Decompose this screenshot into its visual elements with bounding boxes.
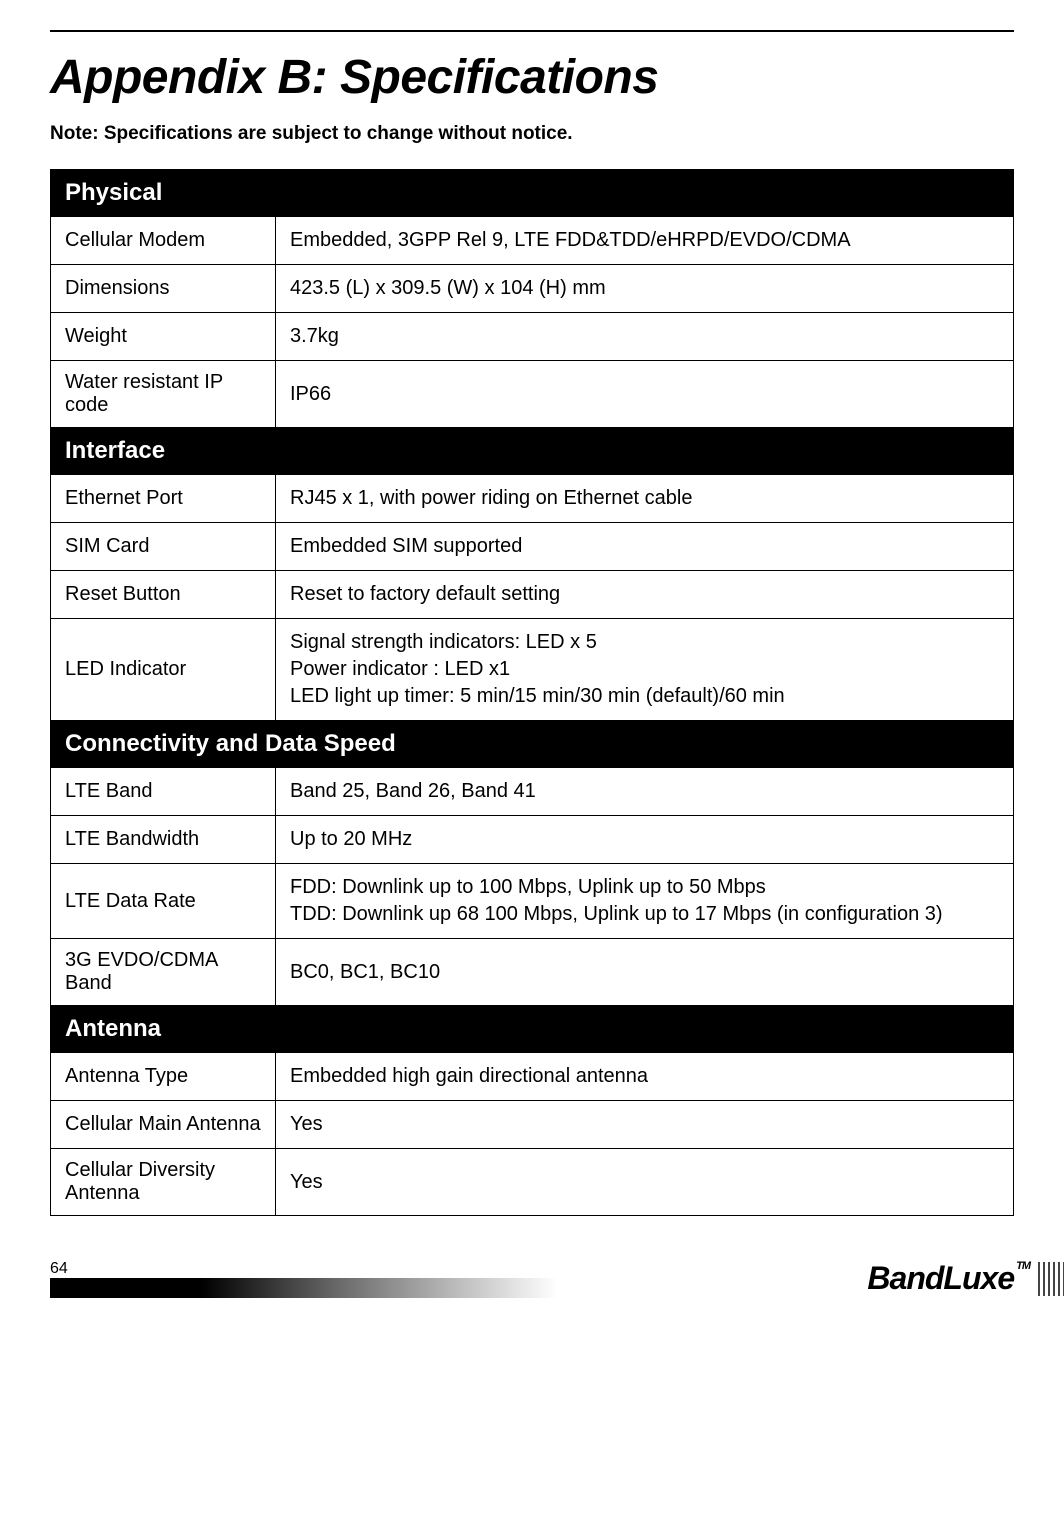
row-value: Reset to factory default setting — [276, 571, 1014, 619]
row-label: Cellular Modem — [51, 217, 276, 265]
table-row: LTE Bandwidth Up to 20 MHz — [51, 816, 1014, 864]
row-value: 3.7kg — [276, 313, 1014, 361]
table-row: LTE Band Band 25, Band 26, Band 41 — [51, 768, 1014, 816]
table-row: SIM Card Embedded SIM supported — [51, 523, 1014, 571]
table-row: Water resistant IP code IP66 — [51, 361, 1014, 428]
row-value: 423.5 (L) x 309.5 (W) x 104 (H) mm — [276, 265, 1014, 313]
note-text: Note: Specifications are subject to chan… — [50, 123, 1014, 145]
brand-text: BandLuxe — [867, 1260, 1014, 1296]
row-label: 3G EVDO/CDMA Band — [51, 939, 276, 1006]
row-label: Antenna Type — [51, 1053, 276, 1101]
section-header-interface: Interface — [51, 428, 1014, 475]
table-row: Weight 3.7kg — [51, 313, 1014, 361]
row-label: Water resistant IP code — [51, 361, 276, 428]
row-value: Band 25, Band 26, Band 41 — [276, 768, 1014, 816]
section-header-connectivity: Connectivity and Data Speed — [51, 721, 1014, 768]
page-title: Appendix B: Specifications — [50, 50, 1014, 105]
spec-table: Physical Cellular Modem Embedded, 3GPP R… — [50, 169, 1014, 1216]
row-value: Signal strength indicators: LED x 5Power… — [276, 619, 1014, 721]
row-value: Yes — [276, 1149, 1014, 1216]
row-value: IP66 — [276, 361, 1014, 428]
brand-block: BandLuxeTM — [847, 1260, 1064, 1297]
row-label: LTE Bandwidth — [51, 816, 276, 864]
row-label: Ethernet Port — [51, 475, 276, 523]
footer: 64 BandLuxeTM — [50, 1260, 1014, 1310]
row-label: Dimensions — [51, 265, 276, 313]
table-row: Antenna Type Embedded high gain directio… — [51, 1053, 1014, 1101]
row-value: RJ45 x 1, with power riding on Ethernet … — [276, 475, 1014, 523]
table-row: Reset Button Reset to factory default se… — [51, 571, 1014, 619]
section-header-physical: Physical — [51, 170, 1014, 217]
table-row: Cellular Diversity Antenna Yes — [51, 1149, 1014, 1216]
row-label: SIM Card — [51, 523, 276, 571]
row-value: BC0, BC1, BC10 — [276, 939, 1014, 1006]
row-label: LTE Data Rate — [51, 864, 276, 939]
table-row: Dimensions 423.5 (L) x 309.5 (W) x 104 (… — [51, 265, 1014, 313]
brand-logo: BandLuxeTM — [867, 1260, 1030, 1297]
row-label: LTE Band — [51, 768, 276, 816]
row-value: Embedded SIM supported — [276, 523, 1014, 571]
row-value: Up to 20 MHz — [276, 816, 1014, 864]
row-label: Cellular Diversity Antenna — [51, 1149, 276, 1216]
row-label: Cellular Main Antenna — [51, 1101, 276, 1149]
row-label: Weight — [51, 313, 276, 361]
row-label: Reset Button — [51, 571, 276, 619]
row-value: Yes — [276, 1101, 1014, 1149]
row-label: LED Indicator — [51, 619, 276, 721]
table-row: Cellular Main Antenna Yes — [51, 1101, 1014, 1149]
row-value: FDD: Downlink up to 100 Mbps, Uplink up … — [276, 864, 1014, 939]
tm-mark: TM — [1016, 1260, 1030, 1272]
row-value: Embedded, 3GPP Rel 9, LTE FDD&TDD/eHRPD/… — [276, 217, 1014, 265]
table-row: Ethernet Port RJ45 x 1, with power ridin… — [51, 475, 1014, 523]
brand-stripes-icon — [1038, 1262, 1064, 1296]
section-header-antenna: Antenna — [51, 1006, 1014, 1053]
table-row: LTE Data Rate FDD: Downlink up to 100 Mb… — [51, 864, 1014, 939]
table-row: 3G EVDO/CDMA Band BC0, BC1, BC10 — [51, 939, 1014, 1006]
top-rule — [50, 30, 1014, 32]
row-value: Embedded high gain directional antenna — [276, 1053, 1014, 1101]
table-row: LED Indicator Signal strength indicators… — [51, 619, 1014, 721]
table-row: Cellular Modem Embedded, 3GPP Rel 9, LTE… — [51, 217, 1014, 265]
